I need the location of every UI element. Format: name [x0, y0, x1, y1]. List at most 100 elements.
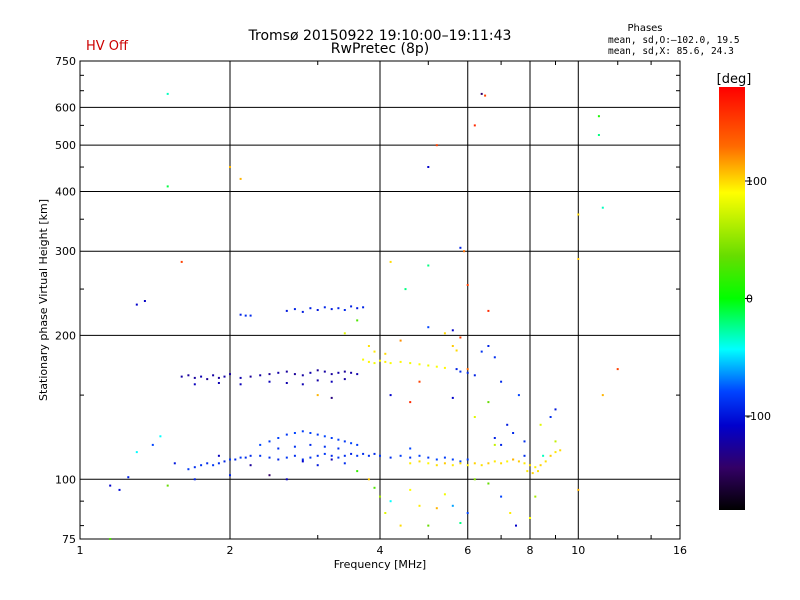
data-point — [523, 440, 526, 443]
data-point — [379, 495, 381, 498]
y-axis-label: Stationary phase Virtual Height [km] — [37, 199, 50, 401]
data-point — [285, 478, 288, 481]
data-point — [159, 435, 162, 438]
data-point — [500, 443, 503, 446]
data-points — [109, 92, 619, 540]
data-point — [427, 456, 430, 459]
data-point — [234, 458, 237, 461]
data-point — [249, 464, 252, 467]
data-point — [493, 443, 496, 446]
data-point — [206, 378, 209, 381]
data-point — [577, 488, 580, 491]
data-point — [217, 382, 220, 384]
data-point — [399, 524, 402, 527]
data-point — [493, 437, 496, 439]
data-point — [597, 115, 600, 118]
x-axis-label: Frequency [MHz] — [334, 558, 426, 571]
data-point — [515, 524, 517, 527]
data-point — [309, 307, 312, 310]
data-point — [229, 373, 231, 376]
data-point — [554, 408, 557, 411]
data-point — [409, 447, 412, 450]
data-point — [459, 370, 462, 373]
data-point — [367, 478, 370, 481]
data-point — [337, 438, 340, 441]
data-point — [534, 466, 537, 469]
data-point — [350, 442, 353, 445]
data-point — [200, 375, 203, 378]
data-point — [244, 456, 247, 459]
data-point — [356, 443, 359, 446]
data-point — [459, 246, 462, 249]
data-point — [473, 416, 476, 418]
data-point — [473, 478, 476, 481]
data-point — [187, 468, 190, 471]
data-point — [239, 177, 242, 180]
plot-area — [79, 60, 681, 540]
data-point — [362, 306, 365, 309]
data-point — [601, 394, 604, 397]
data-point — [259, 374, 262, 377]
data-point — [487, 401, 490, 404]
data-point — [399, 339, 402, 342]
data-point — [427, 462, 430, 465]
data-point — [487, 345, 490, 347]
data-point — [466, 512, 469, 514]
data-point — [601, 206, 604, 209]
data-point — [316, 454, 319, 457]
data-point — [487, 482, 490, 485]
data-point — [193, 478, 196, 481]
data-point — [539, 423, 542, 426]
data-point — [249, 314, 252, 317]
data-point — [301, 310, 304, 313]
data-point — [356, 307, 359, 310]
data-point — [523, 454, 526, 457]
data-point — [350, 371, 353, 374]
data-point — [451, 504, 454, 507]
data-point — [549, 416, 552, 418]
data-point — [239, 383, 242, 386]
data-point — [384, 512, 387, 514]
data-point — [316, 309, 319, 311]
data-point — [427, 524, 430, 527]
data-point — [316, 433, 319, 436]
data-point — [523, 462, 526, 465]
data-point — [301, 383, 304, 386]
data-point — [459, 336, 462, 339]
data-point — [549, 454, 552, 457]
x-tick-label: 1 — [77, 544, 84, 557]
data-point — [268, 440, 271, 443]
data-point — [323, 435, 326, 438]
data-point — [577, 258, 580, 260]
data-point — [268, 474, 271, 477]
data-point — [151, 443, 154, 446]
data-point — [301, 458, 304, 461]
data-point — [249, 375, 252, 378]
data-point — [309, 456, 312, 459]
data-point — [409, 401, 412, 404]
data-point — [379, 454, 381, 457]
data-point — [293, 373, 296, 376]
data-point — [293, 445, 296, 448]
data-point — [200, 464, 203, 467]
data-point — [399, 454, 402, 457]
data-point — [500, 462, 503, 465]
data-point — [451, 345, 454, 347]
colorbar-label: [deg] — [717, 72, 752, 87]
chart-title: Tromsø 20150922 19:10:00–19:11:43 — [248, 28, 512, 44]
data-point — [389, 260, 392, 263]
data-point — [509, 512, 512, 514]
data-point — [212, 464, 215, 467]
data-point — [143, 300, 146, 302]
phase-o-stats: mean, sd,O:–102.0, 19.5 — [608, 35, 740, 46]
data-point — [285, 370, 288, 373]
data-point — [330, 380, 333, 383]
data-point — [373, 362, 376, 365]
data-point — [512, 432, 515, 434]
data-point — [109, 538, 112, 540]
data-point — [544, 460, 547, 463]
data-point — [443, 366, 446, 369]
data-point — [217, 454, 220, 457]
data-point — [473, 374, 476, 377]
data-point — [362, 358, 365, 361]
